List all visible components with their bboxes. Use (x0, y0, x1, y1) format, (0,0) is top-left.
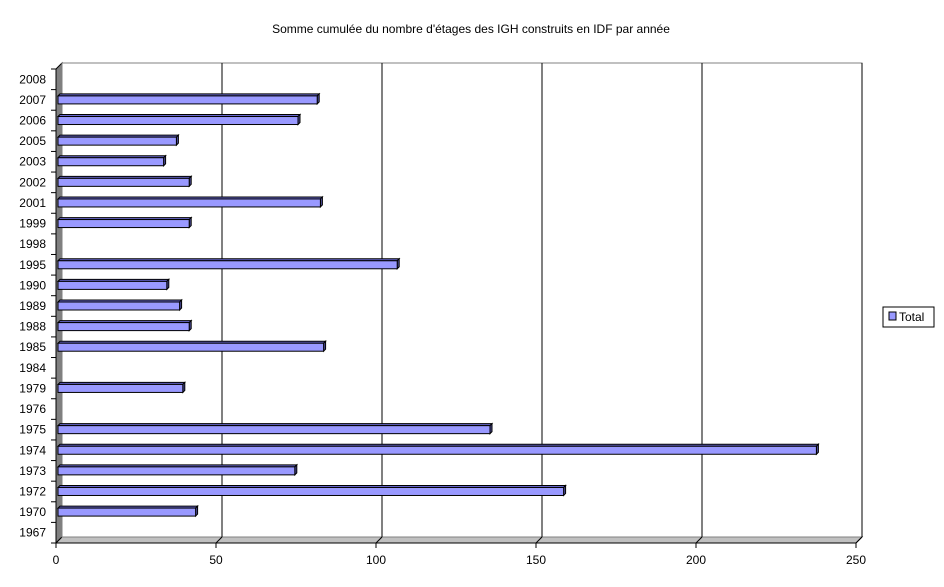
y-tick-label-1970: 1970 (19, 505, 46, 519)
bar-2001 (57, 198, 321, 208)
y-tick-label-1989: 1989 (19, 299, 46, 313)
y-tick-label-1984: 1984 (19, 361, 46, 375)
y-tick-label-1974: 1974 (19, 443, 46, 457)
x-tick-label-100: 100 (366, 553, 386, 567)
y-tick-label-1975: 1975 (19, 423, 46, 437)
bar-1979 (57, 383, 184, 393)
x-tick-label-50: 50 (209, 553, 223, 567)
y-tick-label-1972: 1972 (19, 484, 46, 498)
bar-1985 (57, 342, 325, 352)
y-tick-label-2001: 2001 (19, 196, 46, 210)
y-tick-label-1988: 1988 (19, 320, 46, 334)
gridline-floor-100 (375, 536, 383, 544)
y-tick-label-1985: 1985 (19, 340, 46, 354)
bar-2003 (57, 157, 165, 167)
y-tick-label-2003: 2003 (19, 155, 46, 169)
y-tick-label-1998: 1998 (19, 237, 46, 251)
bar-1970 (57, 507, 197, 517)
gridline-floor-250 (855, 536, 863, 544)
y-tick-label-2005: 2005 (19, 134, 46, 148)
y-tick-label-1973: 1973 (19, 464, 46, 478)
gridline-floor-50 (215, 536, 223, 544)
bar-1990 (57, 280, 168, 290)
chart-title: Somme cumulée du nombre d'étages des IGH… (272, 22, 670, 36)
x-tick-label-150: 150 (526, 553, 546, 567)
y-tick-label-1967: 1967 (19, 526, 46, 540)
bar-1974 (57, 445, 817, 455)
legend: Total (882, 306, 935, 328)
y-tick-label-1979: 1979 (19, 381, 46, 395)
legend-swatch-total (888, 311, 897, 321)
bar-1973 (57, 466, 296, 476)
bar-1995 (57, 260, 398, 270)
x-tick-label-200: 200 (686, 553, 706, 567)
bar-1972 (57, 486, 565, 496)
y-tick-label-1976: 1976 (19, 402, 46, 416)
gridline-floor-150 (535, 536, 543, 544)
bar-2005 (57, 136, 177, 146)
floor (54, 536, 864, 544)
y-tick-label-2008: 2008 (19, 72, 46, 86)
y-tick-label-1995: 1995 (19, 258, 46, 272)
y-tick-label-1990: 1990 (19, 278, 46, 292)
y-tick-label-2007: 2007 (19, 93, 46, 107)
y-tick-label-1999: 1999 (19, 217, 46, 231)
gridline-floor-200 (695, 536, 703, 544)
bar-2002 (57, 177, 190, 187)
x-tick-label-0: 0 (53, 553, 60, 567)
plot-area: 0 50 100 150 200 250 2008 2007 2006 2005 2003 2002 2… (19, 61, 866, 567)
legend-label-total: Total (899, 310, 924, 324)
bar-1975 (57, 425, 491, 435)
y-tick-label-2002: 2002 (19, 175, 46, 189)
x-tick-label-250: 250 (846, 553, 866, 567)
bar-1989 (57, 301, 181, 311)
bar-1999 (57, 219, 190, 229)
y-tick-label-2006: 2006 (19, 114, 46, 128)
bar-1988 (57, 322, 190, 332)
back-wall (61, 62, 863, 538)
bar-2006 (57, 116, 299, 126)
bar-2007 (57, 95, 318, 105)
